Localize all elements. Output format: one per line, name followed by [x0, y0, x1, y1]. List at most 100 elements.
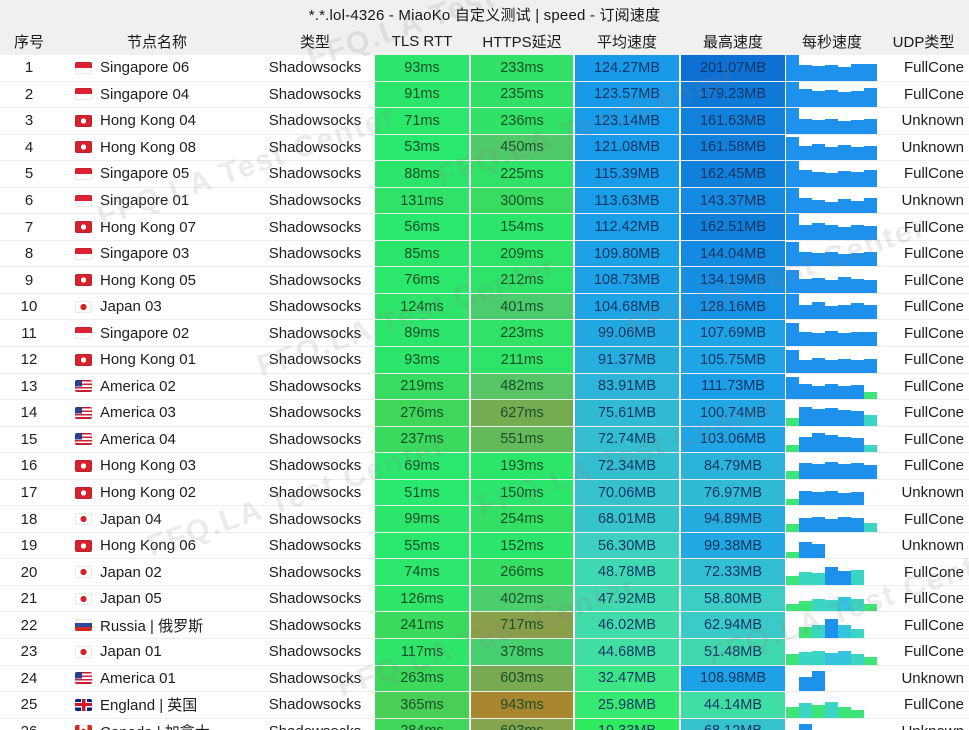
- node-name: Hong Kong 04: [100, 112, 196, 130]
- ca-flag-icon: [75, 725, 92, 730]
- table-row: 2 Singapore 04 Shadowsocks 91ms 235ms 123.57M…: [0, 81, 969, 109]
- sparkline-bar: [786, 187, 799, 214]
- sparkline-bar: [812, 433, 825, 453]
- https-latency-cell: 450ms: [470, 134, 574, 161]
- node-name: Hong Kong 02: [100, 484, 196, 502]
- sparkline-bar: [812, 598, 825, 612]
- avg-speed-cell: 115.39MB: [574, 161, 680, 187]
- udp-type: FullCone: [903, 457, 964, 475]
- max-speed-value: 201.07MB: [681, 55, 785, 81]
- sparkline-bar: [799, 702, 812, 718]
- node-name: Hong Kong 03: [100, 457, 196, 475]
- udp-type: FullCone: [903, 85, 964, 103]
- column-header-spark: 每秒速度: [801, 34, 862, 51]
- avg-speed-cell: 124.27MB: [574, 55, 680, 81]
- row-number: 9: [24, 271, 34, 289]
- https-latency-value: 236ms: [471, 108, 573, 134]
- gb-flag-icon: [75, 698, 92, 711]
- tls-rtt-value: 56ms: [375, 214, 469, 240]
- table-row: 25 England | 英国 Shadowsocks 365ms 943ms 25.98…: [0, 692, 969, 719]
- node-name-cell: Singapore 02: [58, 320, 256, 346]
- tls-rtt-value: 237ms: [375, 426, 469, 453]
- avg-speed-value: 70.06MB: [575, 479, 679, 506]
- tls-rtt-value: 74ms: [375, 559, 469, 585]
- sparkline-bar: [838, 277, 851, 293]
- sparkline-bar: [838, 121, 851, 134]
- udp-type: FullCone: [903, 165, 964, 183]
- sg-flag-icon: [75, 194, 92, 207]
- node-type: Shadowsocks: [268, 245, 362, 263]
- sparkline-bar: [799, 279, 812, 293]
- sparkline-bar: [825, 173, 838, 187]
- node-type: Shadowsocks: [268, 298, 362, 316]
- column-header-tls: TLS RTT: [391, 33, 453, 50]
- https-latency-cell: 209ms: [470, 240, 574, 267]
- sparkline-bar: [786, 322, 799, 347]
- udp-type: Unknown: [901, 192, 964, 209]
- sparkline-bar: [838, 226, 851, 240]
- max-speed-cell: 128.16MB: [680, 293, 786, 320]
- node-name-cell: Singapore 01: [58, 188, 256, 214]
- table-row: 18 Japan 04 Shadowsocks 99ms 254ms 68.01MB 94.…: [0, 506, 969, 533]
- sparkline-bar: [838, 91, 851, 108]
- node-name: Japan 01: [100, 643, 162, 661]
- max-speed-value: 128.16MB: [681, 293, 785, 320]
- sparkline-bar: [799, 146, 812, 161]
- sparkline-bar: [851, 119, 864, 134]
- sparkline-bar: [799, 652, 812, 665]
- column-header-name: 节点名称: [126, 34, 187, 51]
- node-name: Hong Kong 08: [100, 138, 196, 156]
- tls-rtt-value: 51ms: [375, 479, 469, 506]
- avg-speed-cell: 44.68MB: [574, 639, 680, 665]
- https-latency-cell: 943ms: [470, 692, 574, 718]
- max-speed-cell: 105.75MB: [680, 347, 786, 373]
- sparkline-bar: [851, 360, 864, 373]
- max-speed-cell: 143.37MB: [680, 187, 786, 214]
- https-latency-cell: 235ms: [470, 81, 574, 108]
- max-speed-cell: 51.48MB: [680, 639, 786, 665]
- hk-flag-icon: [75, 274, 92, 287]
- sparkline-bar: [812, 385, 825, 400]
- sparkline-bar: [812, 144, 825, 161]
- tls-rtt-value: 93ms: [375, 55, 469, 81]
- jp-flag-icon: [75, 645, 92, 658]
- udp-type: FullCone: [903, 404, 964, 422]
- https-latency-cell: 401ms: [470, 293, 574, 320]
- sparkline-bar: [851, 303, 864, 320]
- sparkline-bar: [851, 278, 864, 293]
- max-speed-value: 94.89MB: [681, 506, 785, 532]
- max-speed-value: 100.74MB: [681, 400, 785, 426]
- tls-rtt-value: 88ms: [375, 161, 469, 187]
- node-type: Shadowsocks: [268, 112, 362, 130]
- row-number: 16: [20, 457, 38, 475]
- tls-rtt-value: 124ms: [375, 293, 469, 320]
- speed-sparkline: [786, 639, 878, 665]
- sparkline-bar: [825, 201, 838, 214]
- report-title: *.*.lol-4326 - MiaoKo 自定义测试 | speed - 订阅…: [0, 0, 969, 28]
- row-number: 14: [20, 404, 38, 422]
- node-type: Shadowsocks: [268, 165, 362, 183]
- avg-speed-cell: 75.61MB: [574, 400, 680, 426]
- sparkline-bar: [799, 359, 812, 373]
- avg-speed-value: 48.78MB: [575, 559, 679, 585]
- row-number: 7: [24, 218, 34, 236]
- speed-sparkline: [786, 586, 878, 612]
- node-type: Shadowsocks: [268, 669, 362, 687]
- sparkline-bar: [851, 200, 864, 214]
- max-speed-value: 51.48MB: [681, 639, 785, 665]
- node-type: Shadowsocks: [268, 271, 362, 289]
- max-speed-value: 58.80MB: [681, 585, 785, 612]
- table-row: 9 Hong Kong 05 Shadowsocks 76ms 212ms 108.73M…: [0, 267, 969, 294]
- node-name: Japan 04: [100, 510, 162, 528]
- row-number: 10: [20, 298, 38, 316]
- tls-rtt-cell: 56ms: [374, 214, 470, 240]
- sparkline-bar: [812, 223, 825, 240]
- node-name-cell: Singapore 04: [58, 82, 256, 108]
- sparkline-bar: [812, 171, 825, 187]
- avg-speed-cell: 99.06MB: [574, 320, 680, 347]
- https-latency-value: 450ms: [471, 134, 573, 161]
- sparkline-bar: [864, 522, 877, 532]
- avg-speed-value: 99.06MB: [575, 320, 679, 347]
- sparkline-bar: [825, 331, 838, 347]
- sparkline-bar: [812, 90, 825, 108]
